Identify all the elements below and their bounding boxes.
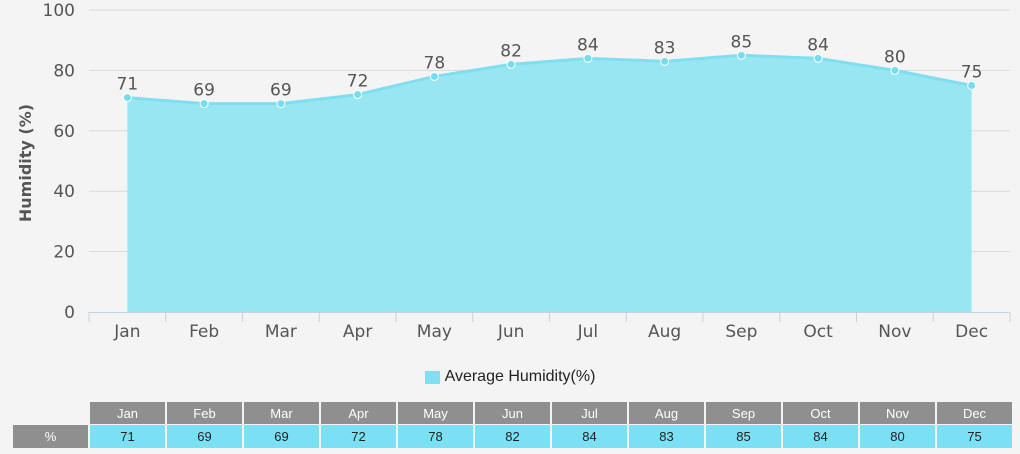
data-label: 84 bbox=[577, 35, 599, 55]
data-label: 78 bbox=[424, 53, 446, 73]
y-tick-label: 100 bbox=[43, 1, 75, 21]
legend-swatch bbox=[424, 370, 440, 384]
table-value-cell: 83 bbox=[629, 425, 704, 448]
table-month-header: Oct bbox=[783, 402, 858, 424]
data-label: 80 bbox=[884, 47, 906, 67]
x-tick-label: Jun bbox=[497, 322, 525, 342]
y-tick-label: 20 bbox=[53, 243, 75, 263]
table-value-cell: 72 bbox=[321, 425, 396, 448]
humidity-data-table: Jan Feb Mar Apr May Jun Jul Aug Sep Oct Nov Dec % 7… bbox=[11, 401, 1014, 449]
table-month-header: Nov bbox=[860, 402, 935, 424]
x-tick-label: Feb bbox=[189, 322, 219, 342]
y-tick-label: 0 bbox=[64, 303, 75, 323]
data-point-marker bbox=[967, 81, 977, 90]
data-point-marker bbox=[813, 53, 823, 63]
table-month-header: Jan bbox=[90, 402, 165, 424]
data-point-marker bbox=[429, 71, 439, 81]
y-tick-label: 80 bbox=[53, 61, 75, 81]
data-label: 72 bbox=[347, 72, 369, 92]
table-row-label: % bbox=[13, 425, 88, 448]
series-area-fill bbox=[127, 55, 972, 313]
x-tick-label: Aug bbox=[648, 322, 681, 342]
data-point-marker bbox=[583, 53, 593, 63]
data-label: 69 bbox=[193, 81, 215, 101]
table-month-header: Dec bbox=[937, 402, 1012, 424]
table-value-cell: 78 bbox=[398, 425, 473, 448]
table-value-row: % 71 69 69 72 78 82 84 83 85 84 80 75 bbox=[13, 425, 1012, 448]
y-tick-label: 60 bbox=[53, 122, 75, 142]
data-label: 82 bbox=[500, 41, 522, 61]
table-value-cell: 82 bbox=[475, 425, 550, 448]
table-value-cell: 84 bbox=[783, 425, 858, 448]
table-month-header: May bbox=[398, 402, 473, 424]
y-tick-label: 40 bbox=[53, 182, 75, 202]
table-month-header: Aug bbox=[629, 402, 704, 424]
table-month-header: Jul bbox=[552, 402, 627, 424]
data-point-marker bbox=[276, 99, 286, 109]
data-point-marker bbox=[353, 90, 363, 100]
table-corner bbox=[13, 402, 88, 424]
table-value-cell: 71 bbox=[90, 425, 165, 448]
table-value-cell: 69 bbox=[244, 425, 319, 448]
x-tick-label: Sep bbox=[725, 322, 757, 342]
x-tick-label: Jan bbox=[113, 322, 140, 342]
table-value-cell: 84 bbox=[552, 425, 627, 448]
table-month-header: Mar bbox=[244, 402, 319, 424]
data-label: 75 bbox=[961, 63, 983, 83]
data-point-marker bbox=[122, 93, 132, 103]
x-tick-label: Mar bbox=[265, 322, 297, 342]
data-label: 69 bbox=[270, 81, 292, 101]
data-label: 71 bbox=[117, 75, 139, 95]
y-axis-title: Humidity (%) bbox=[16, 104, 35, 222]
x-tick-label: Oct bbox=[803, 322, 833, 342]
table-month-header: Jun bbox=[475, 402, 550, 424]
data-point-marker bbox=[506, 59, 516, 69]
table-month-header: Feb bbox=[167, 402, 242, 424]
data-point-marker bbox=[199, 99, 209, 109]
data-label: 83 bbox=[654, 38, 676, 58]
humidity-area-chart: 0 20 40 60 80 100 Humidity (%) 71 Jan 69 Feb 69 Mar 7… bbox=[16, 1, 1011, 342]
table-value-cell: 85 bbox=[706, 425, 781, 448]
table-month-header: Sep bbox=[706, 402, 781, 424]
data-point-marker bbox=[736, 50, 746, 60]
legend-label: Average Humidity(%) bbox=[444, 368, 596, 385]
table-month-header: Apr bbox=[321, 402, 396, 424]
data-label: 84 bbox=[807, 35, 829, 55]
table-value-cell: 80 bbox=[860, 425, 935, 448]
x-tick-label: Dec bbox=[955, 322, 988, 342]
x-tick-label: Jul bbox=[577, 322, 599, 342]
data-point-marker bbox=[890, 65, 900, 75]
series-line bbox=[127, 53, 972, 106]
x-tick-label: Nov bbox=[878, 322, 911, 342]
x-tick-label: May bbox=[417, 322, 452, 342]
table-value-cell: 69 bbox=[167, 425, 242, 448]
chart-legend[interactable]: Average Humidity(%) bbox=[0, 368, 1020, 386]
data-point-marker bbox=[660, 56, 670, 66]
table-header-row: Jan Feb Mar Apr May Jun Jul Aug Sep Oct Nov Dec bbox=[13, 402, 1012, 424]
x-tick-label: Apr bbox=[343, 322, 372, 342]
table-value-cell: 75 bbox=[937, 425, 1012, 448]
data-label: 85 bbox=[731, 32, 753, 52]
